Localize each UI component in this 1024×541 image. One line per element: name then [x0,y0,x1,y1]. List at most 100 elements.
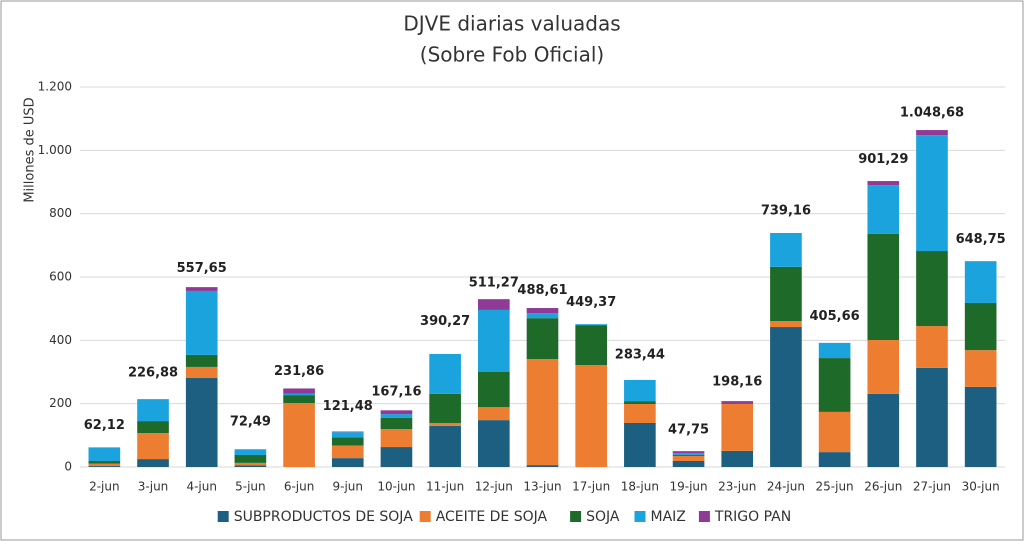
total-label: 901,29 [858,152,908,167]
x-tick-label: 6-jun [284,480,315,494]
bar-segment [721,403,754,404]
bar-segment [331,458,364,467]
y-tick-label: 600 [49,270,72,284]
bar-segment [575,324,608,326]
bar-segment [526,313,559,319]
bar-segment [916,367,948,467]
bar-segment [672,453,705,455]
bar-segment [477,420,510,467]
y-tick-label: 1.000 [38,143,72,157]
bar-segment [867,181,900,186]
bar-segment [672,460,705,467]
x-tick-label: 9-jun [333,480,364,494]
bar-segment [185,378,218,467]
total-label: 449,37 [566,295,616,310]
total-label: 739,16 [761,203,811,218]
bar-segment [429,425,461,467]
bar-segment [88,460,121,464]
bar-segment [477,309,510,372]
x-tick-label: 3-jun [138,480,169,494]
bar-segment [624,403,656,423]
bar-segment [624,422,656,467]
bar-segment [331,437,364,446]
bar-segment [770,327,802,467]
bar-segment [867,185,900,234]
bar-segment [234,454,267,463]
x-tick-label: 2-jun [89,480,120,494]
bar-segment [964,261,997,303]
bar-segment [477,299,510,310]
bar-segment [818,358,851,412]
bar-segment [185,354,218,367]
total-label: 390,27 [420,314,470,329]
bar-segment [867,233,900,341]
chart-title: DJVE diarias valuadas [403,12,620,36]
y-tick-label: 200 [49,396,72,410]
total-label: 1.048,68 [900,105,964,120]
chart-subtitle: (Sobre Fob Oficial) [420,43,604,67]
bar-segment [234,449,267,455]
bar-segment [380,417,413,429]
bar-segment [137,399,169,422]
legend-label: MAIZ [651,509,686,525]
bar-segment [721,450,754,467]
bar-segment [185,290,218,355]
total-label: 198,16 [712,375,762,390]
bar-segment [185,287,218,291]
bar-segment [331,431,364,433]
bar-segment [624,379,656,402]
bar-segment [477,372,510,408]
bar-segment [818,411,851,453]
total-label: 231,86 [274,364,324,379]
total-label: 72,49 [230,415,271,430]
bar-segment [721,401,754,404]
bar-segment [526,465,559,467]
y-tick-label: 800 [49,206,72,220]
total-label: 488,61 [517,283,567,298]
x-tick-label: 17-jun [572,480,610,494]
bar-segment [575,325,608,366]
bar-segment [137,421,169,434]
bar-segment [380,429,413,448]
bar-segment [672,451,705,454]
x-tick-label: 24-jun [767,480,805,494]
y-tick-label: 400 [49,333,72,347]
legend-label: SOJA [586,509,620,525]
x-tick-label: 4-jun [186,480,217,494]
bar-segment [429,393,461,423]
legend-label: SUBPRODUCTOS DE SOJA [234,509,414,525]
bar-segment [283,393,315,396]
bar-segment [477,407,510,421]
total-label: 405,66 [810,309,860,324]
legend-swatch [419,511,431,522]
total-label: 226,88 [128,366,178,381]
x-tick-label: 5-jun [235,480,266,494]
x-tick-label: 25-jun [816,480,854,494]
x-tick-label: 11-jun [426,480,464,494]
total-label: 62,12 [84,418,125,433]
bar-segment [770,266,802,322]
bar-segment [380,414,413,418]
bar-segment [916,130,948,136]
x-tick-label: 30-jun [962,480,1000,494]
bar-segment [88,466,121,467]
total-label: 47,75 [668,422,709,437]
bar-segment [770,232,802,267]
bar-segment [185,366,218,379]
x-tick-label: 23-jun [718,480,756,494]
bar-segment [770,321,802,328]
bar-segment [283,388,315,394]
bar-segment [331,432,364,438]
bar-segment [672,454,705,456]
bar-segment [88,447,121,461]
y-tick-label: 1.200 [38,80,72,94]
bar-segment [526,308,559,314]
legend-label: ACEITE DE SOJA [436,509,548,525]
x-tick-label: 13-jun [523,480,561,494]
legend-label: TRIGO PAN [714,509,791,525]
y-axis-label: Millones de USD [23,97,38,202]
bar-segment [234,462,267,466]
bar-segment [283,403,315,467]
legend-swatch [570,511,582,522]
